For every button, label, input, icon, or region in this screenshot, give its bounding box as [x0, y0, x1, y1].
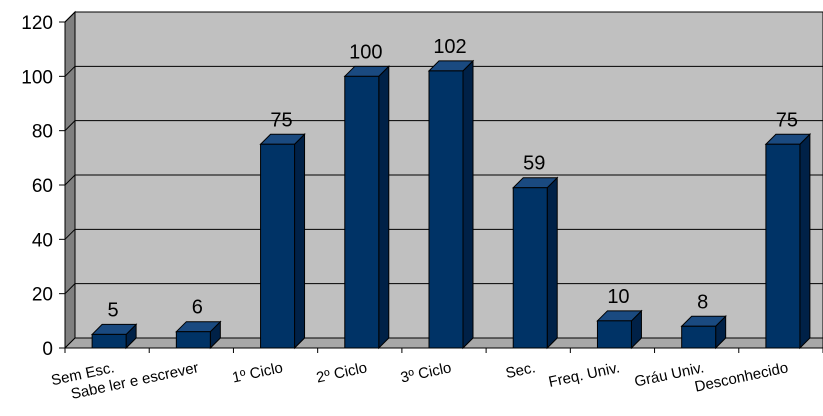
gridlines — [64, 11, 823, 295]
data-label: 102 — [433, 36, 466, 58]
bar-5 — [427, 59, 475, 350]
gridline — [64, 228, 823, 240]
data-labels: 5 6 75 100 102 59 10 8 75 — [108, 36, 798, 322]
data-label: 75 — [776, 109, 798, 131]
bar-side — [462, 59, 474, 350]
bar-side — [378, 65, 390, 350]
bar-side — [546, 176, 558, 350]
x-category-label: 2º Ciclo — [315, 359, 369, 386]
bar-9 — [764, 133, 812, 350]
bar-7 — [596, 309, 643, 350]
y-tick-label: 40 — [32, 230, 53, 251]
x-category-label: Sec. — [504, 359, 537, 382]
bar-4 — [343, 65, 390, 350]
bar-front — [175, 331, 211, 349]
data-label: 59 — [523, 153, 545, 175]
y-axis-ticks: 0 20 40 60 80 100 120 — [21, 13, 65, 360]
bar-side — [294, 133, 306, 350]
data-label: 10 — [607, 286, 629, 308]
bar-front — [681, 325, 717, 349]
x-category-label: Desconhecido — [693, 359, 790, 395]
y-tick-label: 80 — [32, 122, 53, 143]
bar-8 — [680, 315, 727, 350]
bar-2 — [175, 320, 222, 350]
bar-front — [91, 333, 127, 349]
y-tick-label: 120 — [21, 13, 53, 34]
bar-side — [799, 133, 811, 350]
gridline — [64, 11, 823, 23]
bar-front — [596, 320, 632, 349]
data-label: 75 — [270, 109, 292, 131]
x-category-label: 1º Ciclo — [231, 359, 285, 386]
bar-front — [765, 143, 801, 349]
x-category-label: Freq. Univ. — [547, 359, 621, 391]
x-category-label: 3º Ciclo — [399, 359, 453, 386]
gridline — [64, 283, 823, 295]
data-label: 5 — [108, 299, 119, 321]
bar-front — [260, 143, 296, 349]
bar-1 — [90, 323, 138, 350]
bar-front — [344, 75, 380, 349]
y-tick-label: 20 — [32, 285, 53, 306]
y-tick-label: 100 — [21, 67, 53, 88]
gridline — [64, 65, 823, 77]
x-axis-ticks: Sem Esc.Sabe ler e escrever 1º Ciclo 2º Ci… — [50, 348, 823, 403]
y-tick-label: 0 — [42, 339, 53, 360]
gridline — [64, 174, 823, 186]
data-label: 8 — [697, 291, 708, 313]
y-tick-label: 60 — [32, 176, 53, 197]
bar-3 — [259, 133, 306, 350]
gridline — [64, 120, 823, 132]
data-label: 100 — [349, 41, 382, 63]
bar-6 — [512, 176, 559, 350]
bar-front — [512, 187, 548, 349]
bar-front — [428, 70, 464, 349]
bars — [90, 59, 812, 350]
data-label: 6 — [192, 297, 203, 319]
